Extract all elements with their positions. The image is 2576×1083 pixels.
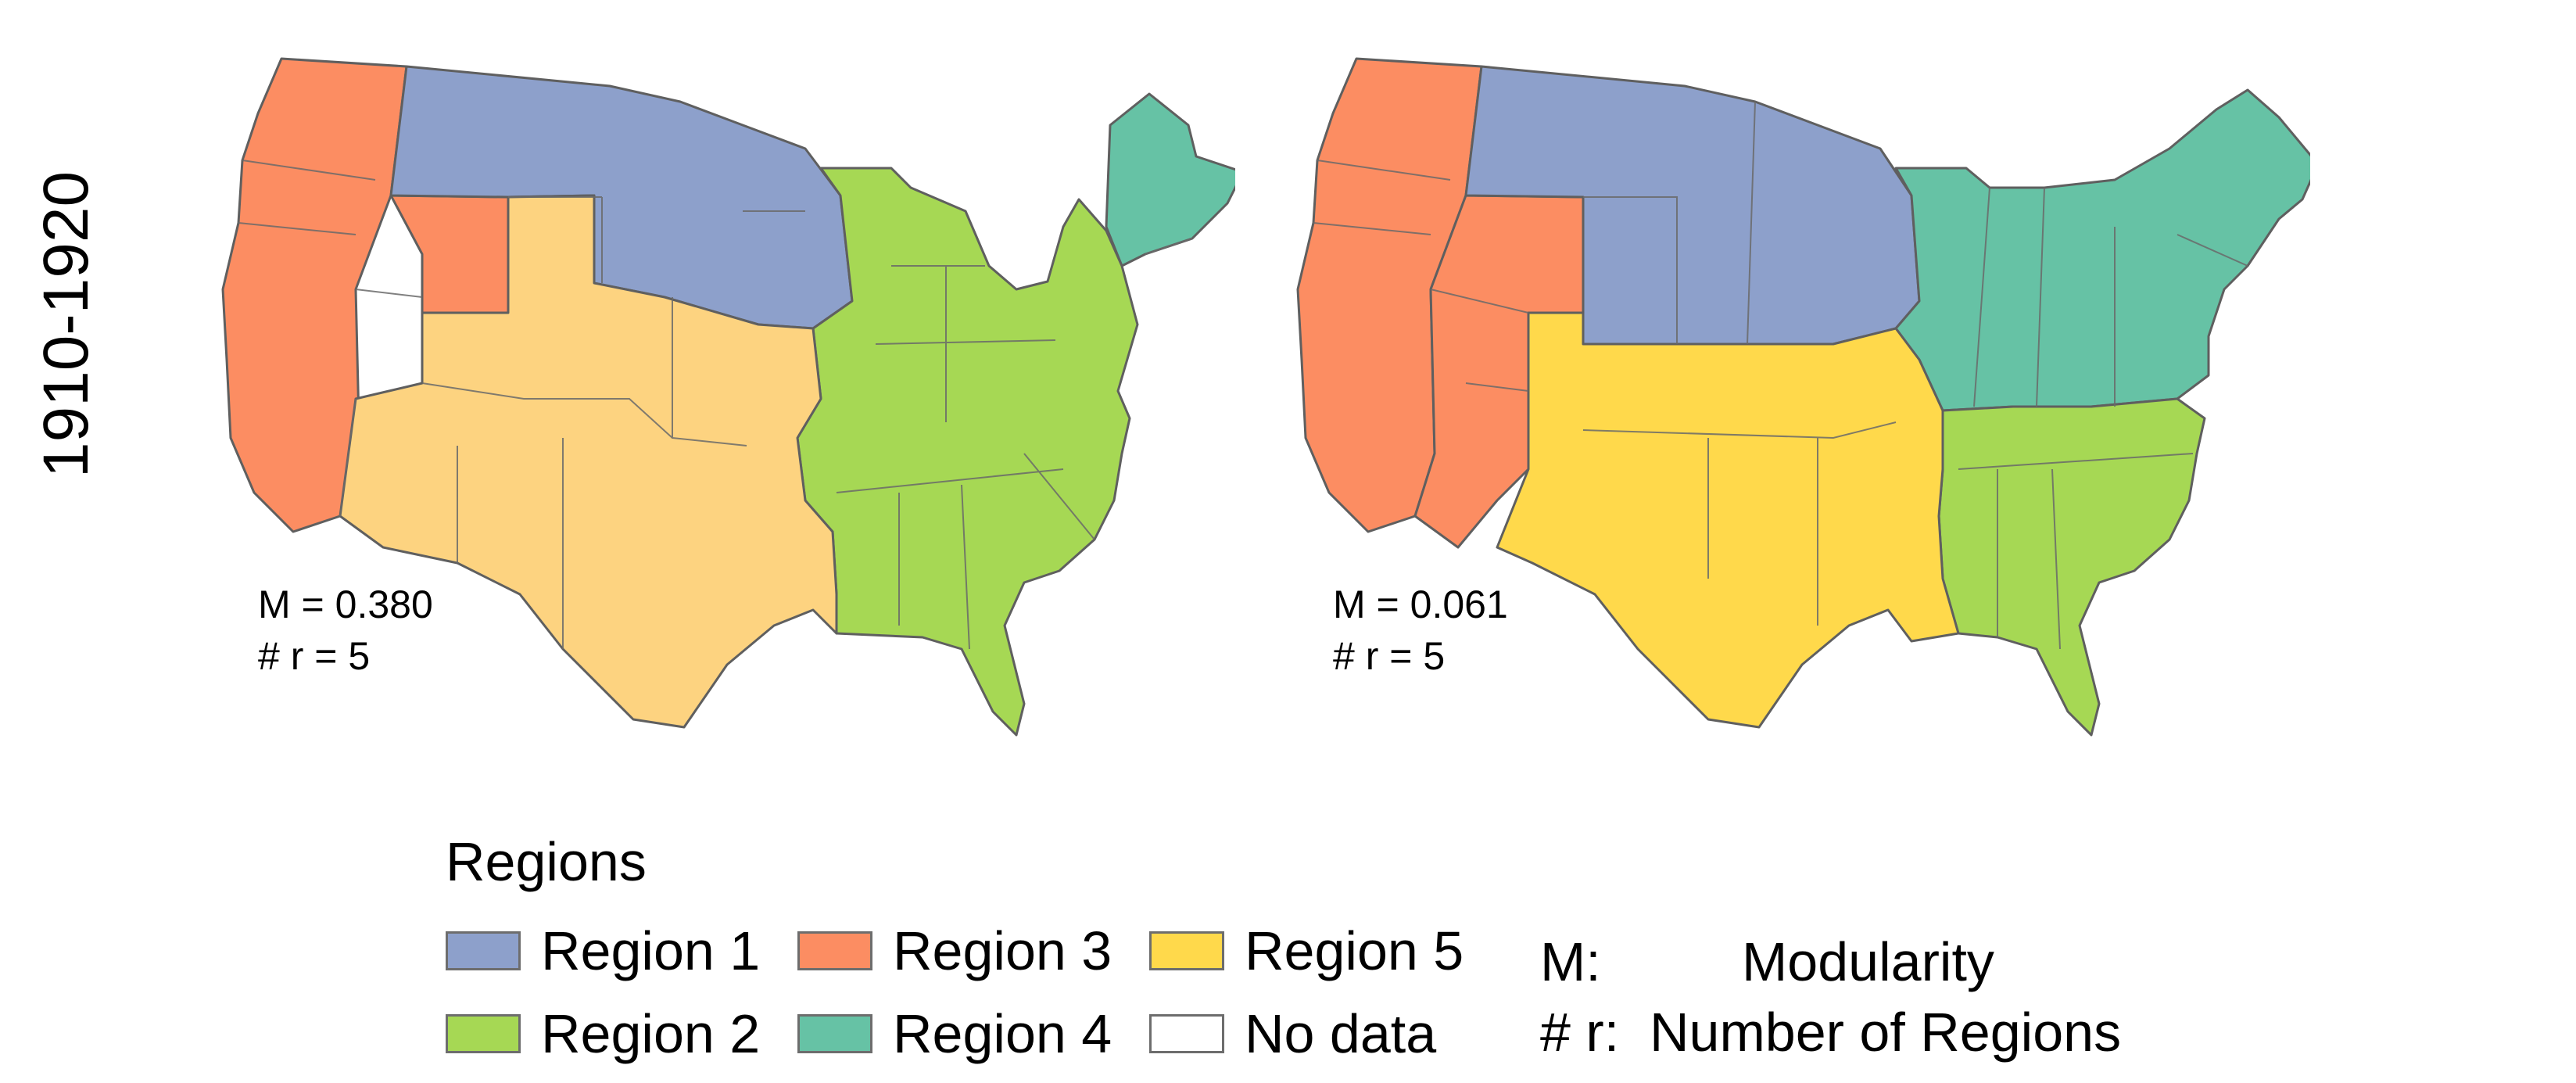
period-label: 1910-1920 bbox=[30, 152, 102, 497]
legend-item-region-4: Region 4 bbox=[797, 1002, 1112, 1065]
modularity-value: M = 0.380 bbox=[258, 583, 433, 626]
key-row-modularity: M: Modularity bbox=[1540, 927, 2121, 997]
key-definition: Number of Regions bbox=[1650, 1002, 2122, 1063]
us-map-right bbox=[1296, 57, 2310, 737]
legend-item-region-2: Region 2 bbox=[446, 1002, 760, 1065]
region-count-value: # r = 5 bbox=[1333, 634, 1446, 678]
legend-swatch bbox=[1149, 1014, 1224, 1053]
region-count-value: # r = 5 bbox=[258, 634, 371, 678]
legend-item-no-data: No data bbox=[1149, 1002, 1436, 1065]
region-south-central-shape bbox=[1496, 311, 1960, 729]
map-stats-left: M = 0.380 # r = 5 bbox=[258, 579, 433, 682]
key-definition: Modularity bbox=[1742, 931, 1994, 992]
legend-label: Region 4 bbox=[893, 1003, 1112, 1064]
modularity-value: M = 0.061 bbox=[1333, 583, 1508, 626]
key-abbr: M: bbox=[1540, 931, 1601, 992]
legend-label: Region 2 bbox=[541, 1003, 761, 1064]
period-label-text: 1910-1920 bbox=[30, 170, 102, 479]
map-panel-left: M = 0.380 # r = 5 bbox=[195, 31, 1235, 751]
region-east-shape bbox=[796, 167, 1139, 737]
legend-swatch bbox=[797, 931, 872, 970]
legend-swatch bbox=[446, 931, 521, 970]
key-row-regions: # r: Number of Regions bbox=[1540, 997, 2121, 1067]
legend-title: Regions bbox=[446, 831, 647, 892]
map-panel-right: M = 0.061 # r = 5 bbox=[1270, 31, 2310, 751]
key-abbr: # r: bbox=[1540, 1002, 1620, 1063]
legend-swatch bbox=[797, 1014, 872, 1053]
legend-label: No data bbox=[1245, 1003, 1437, 1064]
abbreviation-key: M: Modularity # r: Number of Regions bbox=[1540, 927, 2121, 1067]
region-southeast-shape bbox=[1937, 397, 2206, 737]
legend-label: Region 1 bbox=[541, 920, 761, 981]
legend-item-region-5: Region 5 bbox=[1149, 920, 1464, 982]
legend-swatch bbox=[1149, 931, 1224, 970]
legend-swatch bbox=[446, 1014, 521, 1053]
legend-label: Region 5 bbox=[1245, 920, 1464, 981]
legend-item-region-1: Region 1 bbox=[446, 920, 760, 982]
legend-item-region-3: Region 3 bbox=[797, 920, 1112, 982]
map-stats-right: M = 0.061 # r = 5 bbox=[1333, 579, 1508, 682]
legend-label: Region 3 bbox=[893, 920, 1112, 981]
us-map-left bbox=[221, 57, 1235, 737]
region-northeast-shape bbox=[1894, 88, 2310, 412]
region-new-england-shape bbox=[1105, 92, 1235, 267]
